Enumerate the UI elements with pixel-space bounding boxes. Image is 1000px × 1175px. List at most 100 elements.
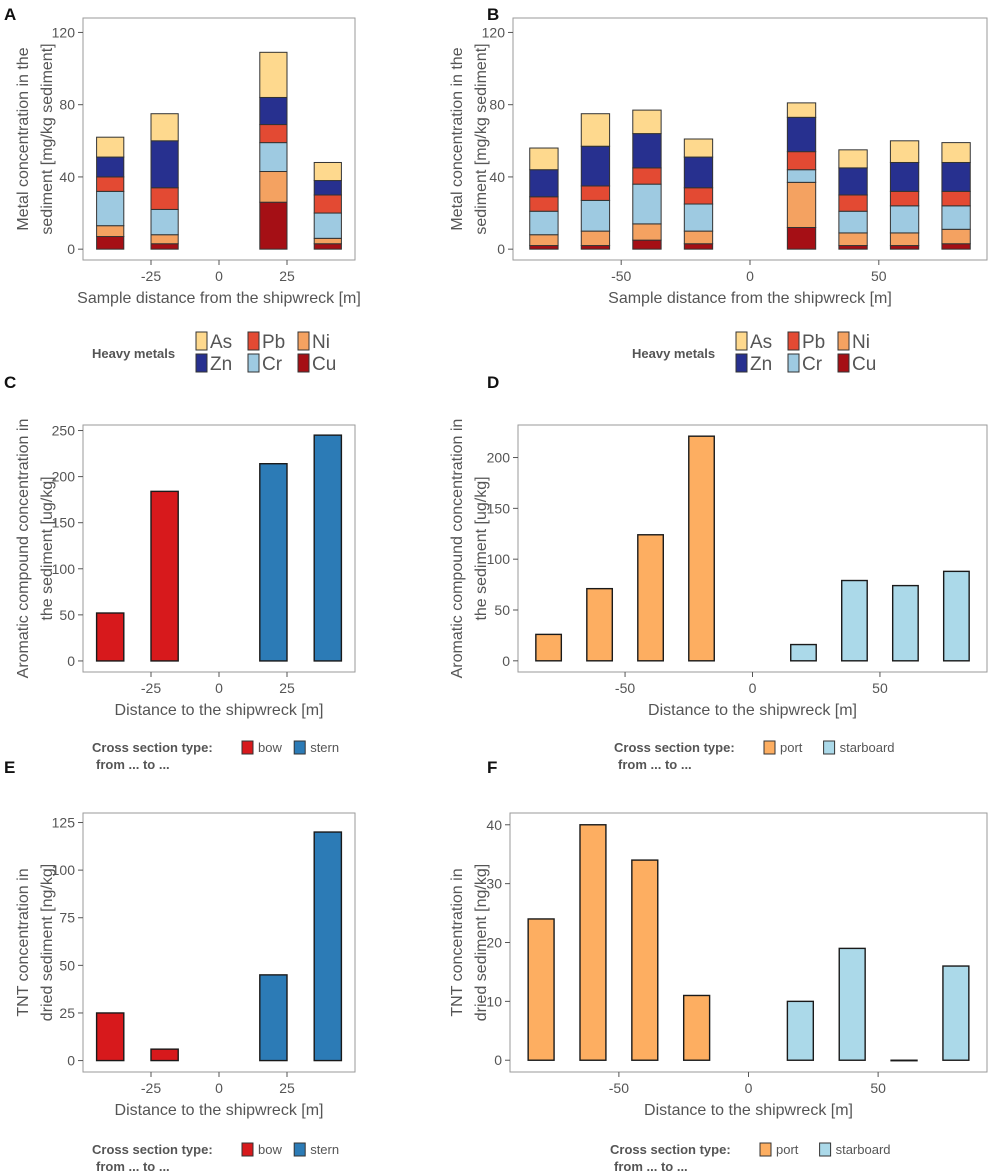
bar-ni-3 — [683, 230, 714, 245]
bar-cr-0 — [529, 210, 559, 236]
bar-cr-2 — [259, 142, 288, 173]
legend-key-port — [759, 1142, 772, 1157]
bar-bow-0 — [95, 612, 125, 662]
legend-subtitle: from ... to ... — [618, 757, 692, 772]
bar-cr-1 — [150, 208, 179, 236]
bar-pb-0 — [529, 196, 559, 212]
bar-as-1 — [580, 113, 611, 147]
bar-as-3 — [313, 161, 342, 182]
bar-ni-0 — [529, 234, 559, 247]
bar-cu-4 — [786, 226, 817, 250]
bar-cr-4 — [786, 169, 817, 183]
bar-starboard-6 — [891, 584, 919, 662]
y-tick-label: 200 — [52, 469, 76, 485]
bar-bow-1 — [150, 490, 179, 662]
bar-cr-3 — [313, 212, 342, 239]
legend-label: Ni — [852, 332, 870, 353]
y-tick-label: 40 — [59, 169, 75, 185]
x-tick-label: 0 — [215, 680, 223, 696]
x-tick-label: 0 — [746, 268, 754, 284]
bar-bow-0 — [95, 1012, 125, 1062]
bar-port-1 — [579, 824, 607, 1061]
legend-label: Cr — [262, 354, 283, 375]
bar-cu-3 — [313, 243, 342, 250]
legend-title: Cross section type: — [610, 1142, 731, 1157]
legend-key-as — [735, 331, 748, 351]
bar-as-5 — [838, 149, 868, 169]
chart-panel-f: F 0 10 20 30 40 -50 0 50 Distance to the shipwrec… — [449, 758, 988, 1174]
bar-ni-0 — [96, 225, 125, 238]
legend-label: Cu — [852, 354, 876, 375]
legend-label: As — [750, 332, 772, 353]
bar-cr-6 — [889, 205, 920, 234]
bar-ni-2 — [632, 223, 662, 241]
bar-as-1 — [150, 113, 179, 142]
x-tick-label: -25 — [141, 1080, 161, 1096]
legend-key-cr — [247, 353, 260, 373]
legend-key-port — [763, 740, 776, 755]
y-axis-title-line: Aromatic compound concentration in — [449, 419, 466, 679]
panel-letter: B — [487, 5, 499, 24]
bar-zn-3 — [313, 180, 342, 196]
bar-port-0 — [527, 918, 555, 1061]
legend-key-stern — [293, 1142, 306, 1157]
y-tick-label: 80 — [489, 97, 505, 113]
x-axis-title: Distance to the shipwreck [m] — [115, 1102, 324, 1119]
chart-panel-b: B 0 40 80 120 -50 0 50 Sample distance from the … — [449, 5, 988, 375]
bar-cu-5 — [838, 245, 868, 250]
x-tick-label: 25 — [279, 268, 295, 284]
bar-zn-3 — [683, 156, 714, 189]
y-axis-title-line: sediment [mg/kg sediment] — [39, 43, 56, 234]
y-tick-label: 150 — [52, 515, 76, 531]
bar-cu-0 — [529, 245, 559, 250]
x-tick-label: 50 — [871, 268, 887, 284]
legend-key-cu — [837, 353, 850, 373]
bar-pb-4 — [786, 151, 817, 171]
panel-letter: E — [4, 758, 15, 777]
x-tick-label: 50 — [872, 680, 888, 696]
legend-key-starboard — [823, 740, 836, 755]
x-tick-label: 0 — [215, 268, 223, 284]
bar-zn-6 — [889, 161, 920, 192]
y-tick-label: 120 — [482, 24, 506, 40]
x-tick-label: -25 — [141, 268, 161, 284]
bar-ni-3 — [313, 237, 342, 245]
chart-panel-d: D 0 50 100 150 200 -50 0 50 Distance to the shipw… — [449, 373, 988, 772]
legend-label: Zn — [210, 354, 232, 375]
legend-key-ni — [297, 331, 310, 351]
bar-pb-5 — [838, 194, 868, 212]
x-tick-label: -50 — [609, 1080, 629, 1096]
bar-cu-3 — [683, 243, 714, 250]
panel-letter: A — [4, 5, 16, 24]
legend-subtitle: from ... to ... — [96, 1159, 170, 1174]
x-axis-title: Sample distance from the shipwreck [m] — [77, 290, 361, 307]
legend-label: As — [210, 332, 232, 353]
bar-stern-3 — [313, 434, 343, 662]
bar-port-2 — [631, 859, 659, 1061]
bar-pb-3 — [313, 194, 342, 214]
y-tick-label: 0 — [67, 1053, 75, 1069]
y-tick-label: 30 — [486, 876, 502, 892]
y-tick-label: 75 — [59, 910, 75, 926]
bar-starboard-4 — [786, 1000, 815, 1061]
bar-zn-2 — [632, 133, 662, 169]
chart-panel-c: C 0 50 100 150 200 250 -25 0 25 Distance to the sh… — [4, 373, 356, 772]
bar-cu-2 — [259, 201, 288, 250]
x-tick-label: 25 — [279, 1080, 295, 1096]
y-axis-title-line: sediment [mg/kg sediment] — [473, 43, 490, 234]
x-tick-label: 0 — [749, 680, 757, 696]
bar-bow-1 — [150, 1048, 179, 1062]
x-axis-title: Sample distance from the shipwreck [m] — [608, 290, 892, 307]
legend-label: port — [776, 1142, 799, 1157]
y-tick-label: 0 — [497, 241, 505, 257]
bar-starboard-5 — [838, 947, 866, 1061]
bar-cr-3 — [683, 203, 714, 232]
y-tick-label: 40 — [489, 169, 505, 185]
bar-starboard-7 — [942, 965, 970, 1061]
bar-port-3 — [688, 435, 715, 662]
bar-port-2 — [637, 534, 664, 662]
bar-starboard-4 — [790, 643, 817, 662]
legend-label: bow — [258, 740, 282, 755]
y-tick-label: 250 — [52, 423, 76, 439]
y-tick-label: 50 — [59, 607, 75, 623]
